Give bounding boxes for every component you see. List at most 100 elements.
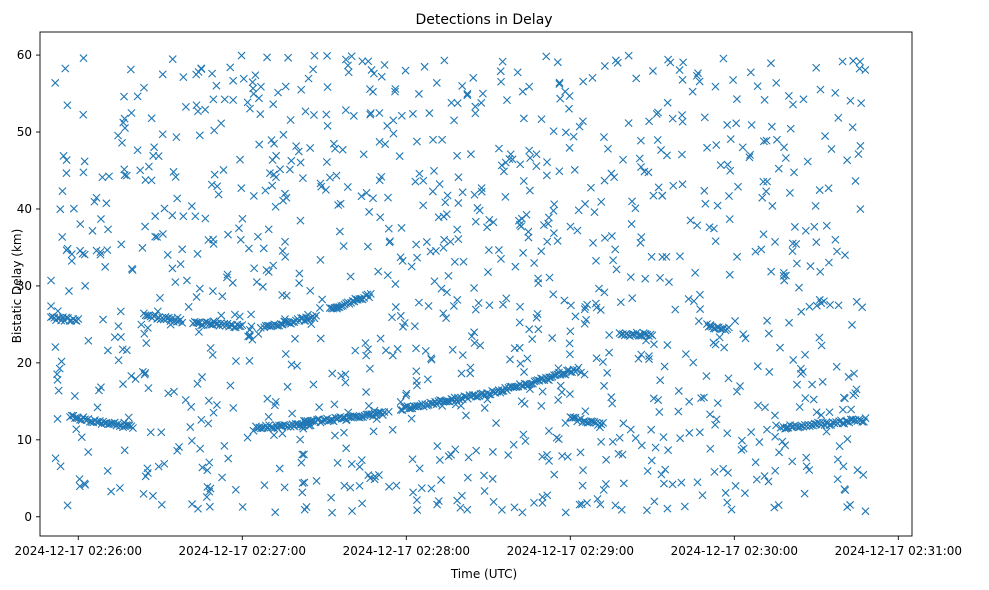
data-point: [719, 54, 728, 63]
data-point: [407, 414, 416, 423]
data-point: [138, 243, 147, 252]
data-point: [532, 162, 541, 171]
data-point: [376, 334, 385, 343]
data-point: [658, 191, 667, 200]
data-point: [496, 67, 505, 76]
data-point: [141, 175, 150, 184]
data-point: [516, 302, 525, 311]
data-point: [369, 427, 378, 436]
data-point: [466, 369, 475, 378]
data-point: [534, 325, 543, 334]
data-point: [550, 200, 559, 209]
data-point: [498, 57, 507, 66]
data-point: [760, 95, 769, 104]
data-point: [331, 144, 340, 153]
data-point: [640, 167, 649, 176]
data-point: [323, 83, 332, 92]
data-point: [255, 140, 264, 149]
data-point: [610, 173, 619, 182]
y-tick-label: 60: [17, 48, 32, 62]
data-point: [78, 249, 87, 258]
data-point: [525, 186, 534, 195]
data-point: [549, 290, 558, 299]
data-point: [315, 303, 324, 312]
data-point: [484, 246, 493, 255]
data-point: [624, 119, 633, 128]
data-point: [364, 471, 373, 480]
data-point: [316, 255, 325, 264]
data-point: [691, 268, 700, 277]
data-point: [574, 363, 583, 372]
data-point: [234, 224, 243, 233]
data-point: [181, 102, 190, 111]
data-point: [647, 425, 656, 434]
data-point: [767, 122, 776, 131]
data-point: [188, 500, 197, 509]
data-point: [460, 392, 469, 401]
data-point: [81, 281, 90, 290]
data-point: [231, 485, 240, 494]
x-tick-label: 2024-12-17 02:29:00: [507, 544, 634, 558]
data-point: [287, 156, 296, 165]
data-point: [488, 447, 497, 456]
data-point: [304, 74, 313, 83]
data-point: [285, 165, 294, 174]
data-point: [850, 369, 858, 378]
data-point: [127, 264, 136, 273]
data-point: [797, 307, 806, 316]
y-tick-label: 20: [17, 356, 32, 370]
data-point: [147, 114, 156, 123]
data-point: [330, 400, 339, 409]
data-point: [341, 106, 350, 115]
data-point: [110, 333, 119, 342]
data-point: [336, 199, 345, 208]
data-point: [71, 414, 80, 423]
data-point: [856, 57, 865, 66]
data-point: [476, 341, 485, 350]
data-point: [413, 401, 422, 410]
data-point: [483, 395, 492, 404]
data-point: [802, 453, 811, 462]
data-point: [435, 180, 444, 189]
data-point: [158, 130, 167, 139]
data-point: [601, 480, 610, 489]
data-point: [375, 137, 384, 146]
data-point: [700, 113, 709, 122]
data-point: [281, 350, 290, 358]
data-point: [120, 124, 129, 133]
data-point: [157, 500, 166, 509]
data-point: [172, 133, 181, 142]
data-point: [542, 52, 551, 61]
data-point: [133, 92, 142, 101]
data-point: [806, 262, 815, 271]
data-point: [146, 428, 155, 437]
data-point: [599, 418, 608, 427]
data-point: [421, 346, 430, 355]
data-point: [51, 78, 60, 87]
data-point: [561, 128, 570, 137]
data-point: [427, 355, 436, 364]
data-point: [411, 402, 420, 411]
data-point: [141, 311, 150, 320]
data-point: [480, 487, 489, 495]
data-point: [434, 497, 443, 506]
data-point: [753, 362, 762, 371]
data-point: [310, 51, 319, 60]
data-point: [90, 197, 99, 206]
data-point: [648, 331, 657, 340]
data-point: [652, 110, 661, 118]
data-point: [628, 294, 637, 303]
data-point: [556, 94, 565, 103]
data-point: [737, 436, 746, 445]
data-point: [169, 387, 178, 396]
data-point: [317, 182, 326, 191]
data-point: [262, 266, 271, 275]
data-point: [229, 403, 238, 412]
data-point: [647, 252, 656, 261]
data-point: [140, 329, 149, 338]
data-point: [202, 493, 211, 501]
data-point: [811, 201, 820, 210]
data-point: [344, 413, 353, 422]
data-point: [576, 448, 585, 457]
data-point: [725, 215, 734, 224]
